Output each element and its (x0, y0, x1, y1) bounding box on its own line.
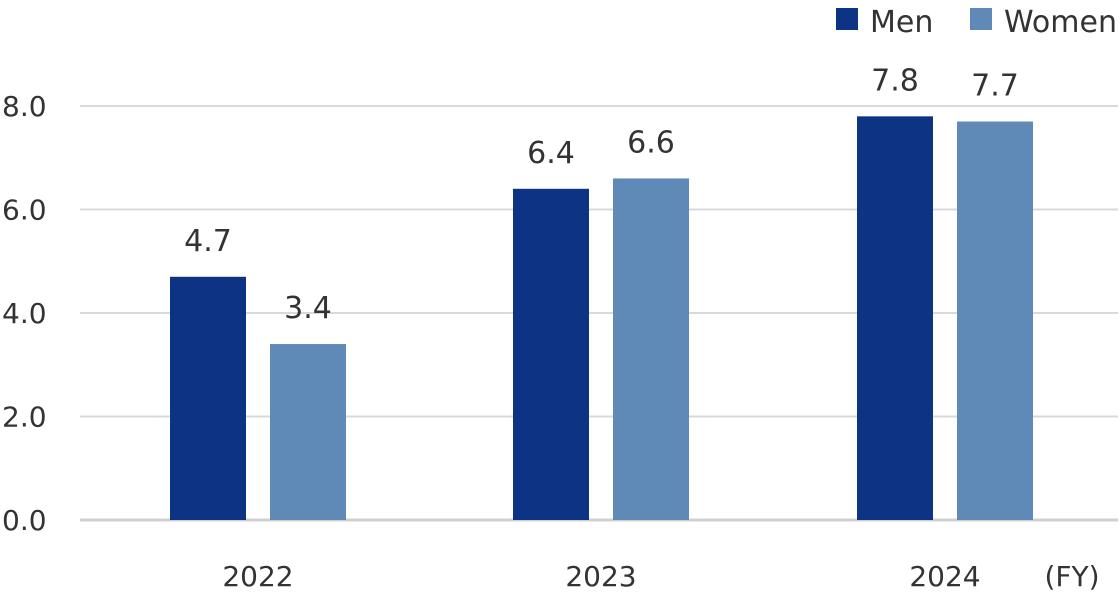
x-axis-unit: (FY) (1044, 560, 1099, 592)
legend-swatch-men (836, 8, 858, 30)
data-label-women-2023: 6.6 (627, 125, 675, 160)
x-axis: (FY) 2022 2023 2024 (222, 560, 1099, 592)
y-axis: 0.0 2.0 4.0 6.0 8.0 (2, 90, 47, 537)
y-tick-label: 2.0 (2, 401, 47, 434)
bar-men-2024 (857, 116, 933, 520)
x-tick-label-2022: 2022 (222, 560, 293, 592)
x-tick-label-2024: 2024 (909, 560, 980, 592)
legend-label-men: Men (870, 5, 933, 40)
y-tick-label: 6.0 (2, 194, 47, 227)
legend-swatch-women (970, 8, 992, 30)
gridlines (80, 105, 1118, 522)
data-label-men-2022: 4.7 (184, 224, 232, 259)
legend-label-women: Women (1004, 5, 1117, 40)
y-tick-label: 0.0 (2, 504, 47, 537)
bars (170, 116, 1033, 521)
bar-women-2024 (957, 121, 1033, 521)
data-label-men-2023: 6.4 (527, 136, 575, 171)
x-tick-label-2023: 2023 (565, 560, 636, 592)
data-label-women-2024: 7.7 (971, 69, 1019, 104)
y-tick-label: 8.0 (2, 90, 47, 123)
y-tick-label: 4.0 (2, 297, 47, 330)
bar-women-2022 (270, 344, 346, 520)
bar-men-2022 (170, 276, 246, 520)
legend: Men Women (836, 5, 1117, 40)
data-label-men-2024: 7.8 (871, 63, 919, 98)
data-labels: 4.7 3.4 6.4 6.6 7.8 7.7 (184, 63, 1019, 326)
bar-women-2023 (613, 178, 689, 520)
data-label-women-2022: 3.4 (284, 291, 332, 326)
bar-men-2023 (513, 188, 589, 521)
